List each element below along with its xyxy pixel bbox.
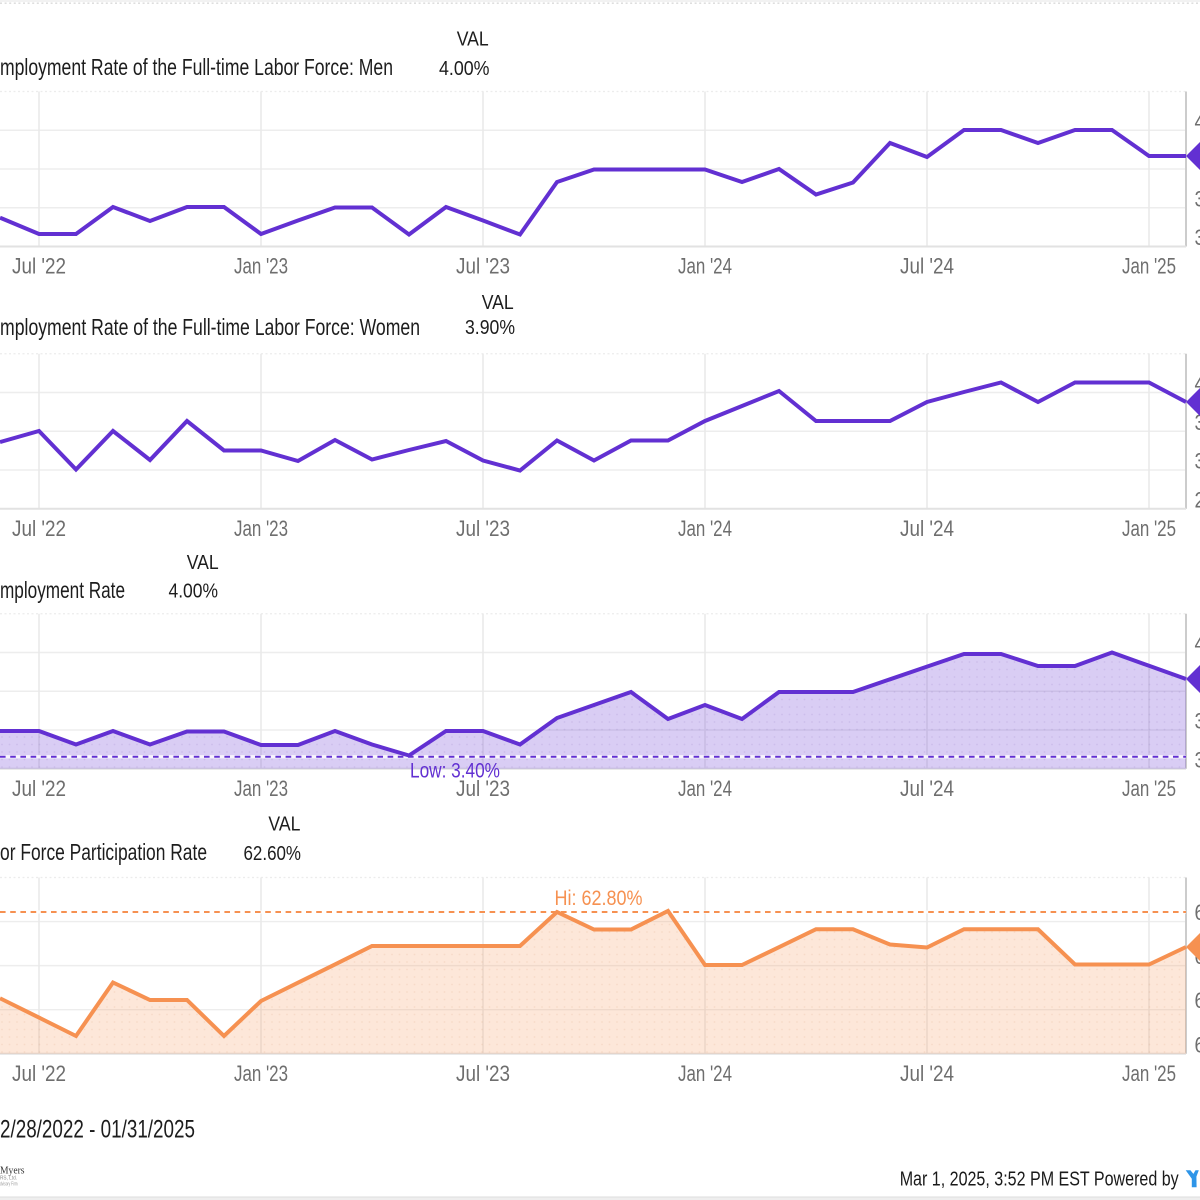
svg-text:Hi: 62.80%: Hi: 62.80% [555,887,643,910]
svg-text:4.00%: 4.00% [169,581,219,603]
svg-text:Jan '23: Jan '23 [234,776,288,801]
svg-text:Jul '23: Jul '23 [456,776,510,801]
svg-text:Low: 3.40%: Low: 3.40% [410,760,500,783]
svg-text:Mar 1, 2025, 3:52 PM EST Power: Mar 1, 2025, 3:52 PM EST Powered by [900,1169,1179,1191]
svg-text:3.70%: 3.70% [1195,186,1200,211]
svg-text:VAL: VAL [268,814,300,836]
svg-text:4.20%: 4.20% [1195,109,1200,134]
svg-text:3.50%: 3.50% [1195,410,1200,435]
svg-text:Jul '22: Jul '22 [12,516,66,541]
svg-text:4.00%: 4.00% [439,58,490,80]
svg-text:Unemployment Rate of the Full-: Unemployment Rate of the Full-time Labor… [0,54,393,80]
svg-text:62.75%: 62.75% [1195,900,1200,925]
svg-text:Jan '24: Jan '24 [678,1061,732,1086]
svg-text:62.60%: 62.60% [244,843,302,865]
svg-text:02/28/2022 - 01/31/2025: 02/28/2022 - 01/31/2025 [0,1116,195,1144]
svg-text:Jan '23: Jan '23 [234,516,288,541]
svg-text:4.20%: 4.20% [1195,631,1200,656]
svg-text:Jan '25: Jan '25 [1122,254,1176,279]
svg-text:Jul '23: Jul '23 [456,1061,510,1086]
svg-text:2.50%: 2.50% [1195,487,1200,512]
svg-text:62.00%: 62.00% [1195,1032,1200,1057]
svg-text:3.60%: 3.60% [1195,709,1200,734]
svg-text:3.30%: 3.30% [1195,747,1200,772]
svg-text:Jul '24: Jul '24 [900,1061,954,1086]
svg-text:Labor Force Participation Rate: Labor Force Participation Rate [0,839,207,865]
svg-text:3.00%: 3.00% [1195,449,1200,474]
svg-text:Jul '23: Jul '23 [456,254,510,279]
svg-text:Unemployment Rate: Unemployment Rate [0,577,125,603]
svg-text:4.00%: 4.00% [1195,371,1200,396]
svg-text:RS, Ltd.: RS, Ltd. [0,1176,17,1182]
svg-text:Jan '24: Jan '24 [678,254,732,279]
svg-text:3.90%: 3.90% [465,317,515,339]
svg-text:dvisory Firm: dvisory Firm [0,1182,18,1188]
svg-text:Jul '24: Jul '24 [900,776,954,801]
svg-text:3.45%: 3.45% [1195,225,1200,250]
svg-text:Unemployment Rate of the Full-: Unemployment Rate of the Full-time Labor… [0,314,420,340]
svg-text:Jan '25: Jan '25 [1122,1061,1176,1086]
svg-text:62.25%: 62.25% [1195,988,1200,1013]
svg-text:Jul '22: Jul '22 [12,776,66,801]
svg-text:Jan '23: Jan '23 [234,1061,288,1086]
svg-text:Jul '23: Jul '23 [456,516,510,541]
svg-text:Jan '24: Jan '24 [678,516,732,541]
svg-text:Jan '25: Jan '25 [1122,516,1176,541]
svg-text:Jan '25: Jan '25 [1122,776,1176,801]
svg-text:Jan '24: Jan '24 [678,776,732,801]
svg-text:VAL: VAL [187,552,219,574]
svg-text:Jul '24: Jul '24 [900,516,954,541]
svg-text:Jul '22: Jul '22 [12,1061,66,1086]
svg-text:VAL: VAL [457,29,489,51]
svg-text:VAL: VAL [482,292,514,314]
svg-text:Jul '22: Jul '22 [12,254,66,279]
svg-text:Jul '24: Jul '24 [900,254,954,279]
svg-text:Myers: Myers [0,1165,25,1177]
svg-text:Jan '23: Jan '23 [234,254,288,279]
